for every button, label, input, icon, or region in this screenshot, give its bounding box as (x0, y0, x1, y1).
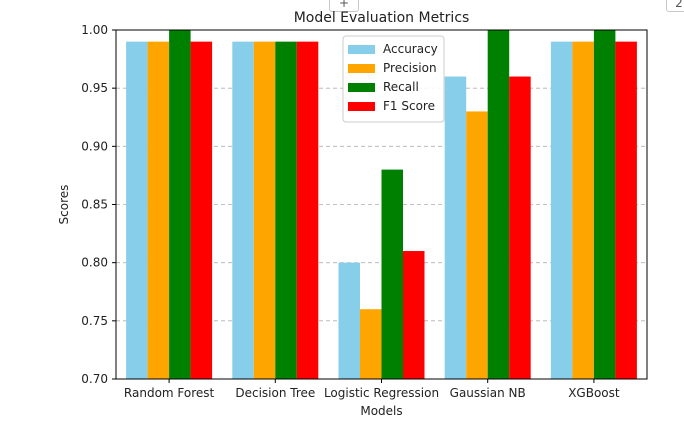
legend-box (342, 35, 445, 123)
legend-swatch (348, 102, 375, 111)
y-tick-label: 0.70 (81, 372, 108, 386)
legend-swatch (348, 45, 375, 54)
bars (126, 30, 637, 380)
bar-f1-score (403, 251, 425, 379)
bar-precision (466, 111, 488, 379)
bar-f1-score (190, 41, 213, 380)
bar-f1-score (296, 41, 319, 380)
y-axis-title: Scores (57, 185, 71, 225)
add-cell-button[interactable]: + (329, 0, 359, 12)
y-tick-label: 0.80 (81, 256, 108, 270)
bar-f1-score (615, 41, 637, 380)
legend-label: F1 Score (383, 99, 435, 113)
x-tick-label: Gaussian NB (450, 386, 526, 400)
bar-precision (253, 41, 276, 380)
chart-title: Model Evaluation Metrics (294, 10, 470, 26)
bar-recall (169, 30, 191, 379)
legend-label: Precision (383, 61, 437, 75)
bar-recall (593, 30, 616, 379)
legend-label: Recall (383, 80, 419, 94)
x-tick-label: Random Forest (124, 386, 215, 400)
y-tick-label: 0.85 (81, 198, 108, 212)
y-tick-label: 0.90 (81, 139, 108, 153)
legend-swatch (348, 83, 375, 92)
bar-accuracy (232, 41, 254, 380)
x-tick-label: XGBoost (568, 386, 620, 400)
bar-precision (572, 41, 594, 380)
legend: Accuracy Precision Recall F1 Score (342, 35, 445, 123)
bar-accuracy (126, 41, 148, 380)
bar-accuracy (338, 262, 360, 379)
axis-ticks: 0.70 0.75 0.80 0.85 0.90 0.95 1.00 Random Fores… (81, 23, 620, 400)
y-tick-label: 1.00 (81, 23, 108, 37)
y-tick-label: 0.75 (81, 314, 108, 328)
bar-recall (381, 169, 403, 379)
x-tick-label: Logistic Regression (324, 386, 439, 400)
bar-precision (147, 41, 170, 380)
bar-precision (360, 309, 382, 379)
x-tick-label: Decision Tree (235, 386, 315, 400)
bar-accuracy (444, 76, 467, 380)
bar-accuracy (550, 41, 573, 380)
y-tick-label: 0.95 (81, 81, 108, 95)
legend-label: Accuracy (383, 42, 438, 56)
legend-swatch (348, 64, 375, 73)
bar-recall (275, 41, 297, 380)
bar-f1-score (509, 76, 531, 380)
corner-button[interactable]: 2 (666, 0, 684, 12)
bar-recall (487, 30, 510, 379)
x-axis-title: Models (360, 404, 402, 418)
